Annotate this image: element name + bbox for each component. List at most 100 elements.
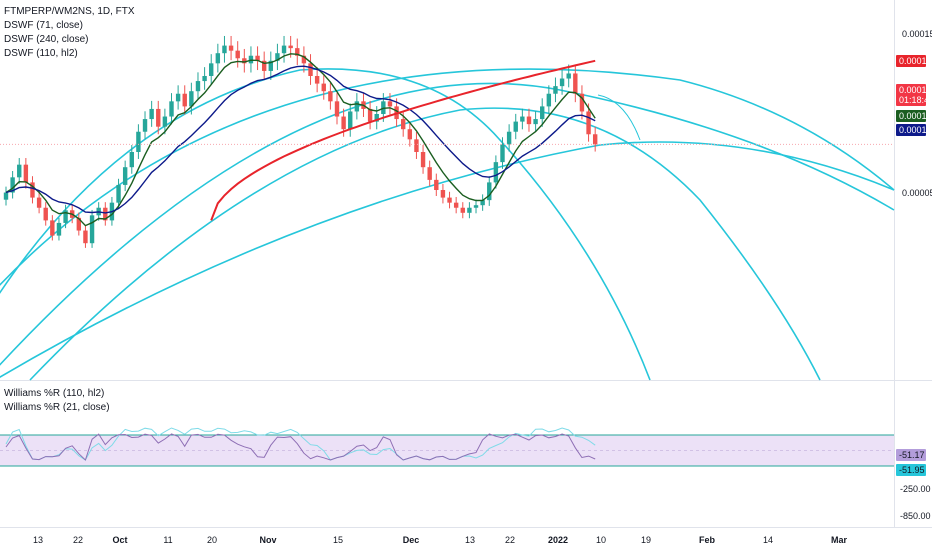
- candle: [513, 113, 518, 140]
- price-tick-label: 0.00005: [902, 188, 932, 198]
- price-badge-bg: [896, 84, 926, 106]
- candle: [189, 82, 194, 115]
- candle-body: [288, 45, 293, 49]
- candle: [420, 145, 426, 174]
- candle-body: [162, 116, 168, 127]
- candle: [566, 64, 571, 88]
- candle: [533, 111, 538, 132]
- legend-dswf-110[interactable]: DSWF (110, hl2): [4, 48, 78, 59]
- candle: [440, 183, 446, 204]
- candle: [268, 51, 273, 80]
- price-badge: 0.00015: [896, 55, 932, 67]
- candle-body: [374, 114, 379, 122]
- candle-body: [56, 222, 62, 236]
- legend-dswf-71[interactable]: DSWF (71, close): [4, 20, 83, 31]
- candle-body: [573, 73, 578, 94]
- oscillator-axis[interactable]: -51.17 -51.95 -250.00 -850.00: [896, 449, 931, 521]
- osc-badge: -51.95: [896, 464, 926, 476]
- candle-body: [242, 58, 247, 64]
- candle: [592, 126, 598, 152]
- legend-williams-21[interactable]: Williams %R (21, close): [4, 402, 110, 413]
- candle: [209, 54, 214, 85]
- candle-body: [189, 91, 194, 107]
- candle-body: [30, 182, 35, 198]
- candle: [116, 178, 121, 209]
- candle-body: [209, 63, 214, 76]
- candle-body: [586, 111, 591, 135]
- arc-curve: [0, 141, 895, 379]
- candle: [56, 217, 62, 241]
- candle: [328, 82, 333, 110]
- time-label: 13: [465, 535, 475, 545]
- candle-body: [268, 60, 273, 71]
- candle-body: [533, 119, 538, 125]
- candle: [202, 67, 207, 90]
- candle: [506, 124, 512, 152]
- candle-body: [387, 101, 393, 107]
- candle-body: [169, 101, 174, 117]
- williams-21-line: [5, 427, 596, 461]
- time-label: 19: [641, 535, 651, 545]
- candle-body: [136, 131, 141, 152]
- osc-tick-label: -850.00: [900, 511, 931, 521]
- candle-body: [76, 217, 82, 231]
- candle: [3, 186, 9, 206]
- candle: [540, 98, 545, 127]
- candle-body: [36, 197, 42, 208]
- candle-body: [142, 119, 148, 132]
- candle: [348, 103, 353, 137]
- candle-body: [440, 190, 446, 198]
- time-label: Dec: [403, 535, 420, 545]
- candle-body: [407, 129, 413, 140]
- candle: [387, 93, 393, 115]
- candle: [553, 77, 558, 103]
- dswf-lines: [0, 53, 894, 227]
- candle: [63, 204, 68, 229]
- candle-body: [401, 119, 406, 130]
- legend-dswf-240[interactable]: DSWF (240, close): [4, 34, 88, 45]
- candle: [460, 202, 465, 219]
- candle-body: [83, 230, 88, 244]
- candle-body: [281, 45, 287, 54]
- candle-body: [321, 83, 326, 92]
- candle: [89, 209, 95, 248]
- time-axis[interactable]: 13 22 Oct 11 20 Nov 15 Dec 13 22 2022 10 19 Feb 14 Mar: [33, 535, 848, 545]
- candle: [30, 176, 35, 204]
- candle: [222, 35, 227, 63]
- candle: [520, 108, 525, 130]
- candle: [228, 35, 234, 61]
- candle-body: [175, 93, 181, 102]
- candle-body: [3, 192, 9, 200]
- candle-body: [301, 55, 307, 64]
- candle: [149, 100, 154, 127]
- candle-body: [195, 81, 201, 92]
- candle: [295, 38, 300, 66]
- osc-badge: -51.17: [896, 449, 926, 461]
- candle-body: [434, 179, 439, 190]
- candle-body: [255, 55, 260, 61]
- candle: [546, 85, 552, 115]
- price-axis[interactable]: 0.000150.000050.000150.0001001:18:400.00…: [896, 29, 932, 198]
- arc-curve: [597, 94, 641, 141]
- time-label: 22: [505, 535, 515, 545]
- candle: [526, 108, 532, 132]
- williams-r-pane[interactable]: [0, 427, 894, 467]
- candle-body: [467, 207, 472, 213]
- time-label: 11: [163, 535, 172, 545]
- candle-body: [500, 144, 505, 163]
- candle-body: [427, 167, 432, 180]
- time-label: Feb: [699, 535, 716, 545]
- candle: [10, 171, 15, 199]
- legend-williams-110[interactable]: Williams %R (110, hl2): [4, 388, 104, 399]
- time-label: 10: [596, 535, 606, 545]
- candle: [308, 54, 313, 85]
- time-label: Mar: [831, 535, 848, 545]
- candle-body: [228, 45, 234, 51]
- candle: [50, 215, 55, 241]
- candle: [573, 64, 578, 103]
- candle-body: [43, 207, 48, 221]
- candle-body: [295, 48, 300, 56]
- candle-body: [493, 162, 499, 183]
- candle-body: [10, 177, 15, 193]
